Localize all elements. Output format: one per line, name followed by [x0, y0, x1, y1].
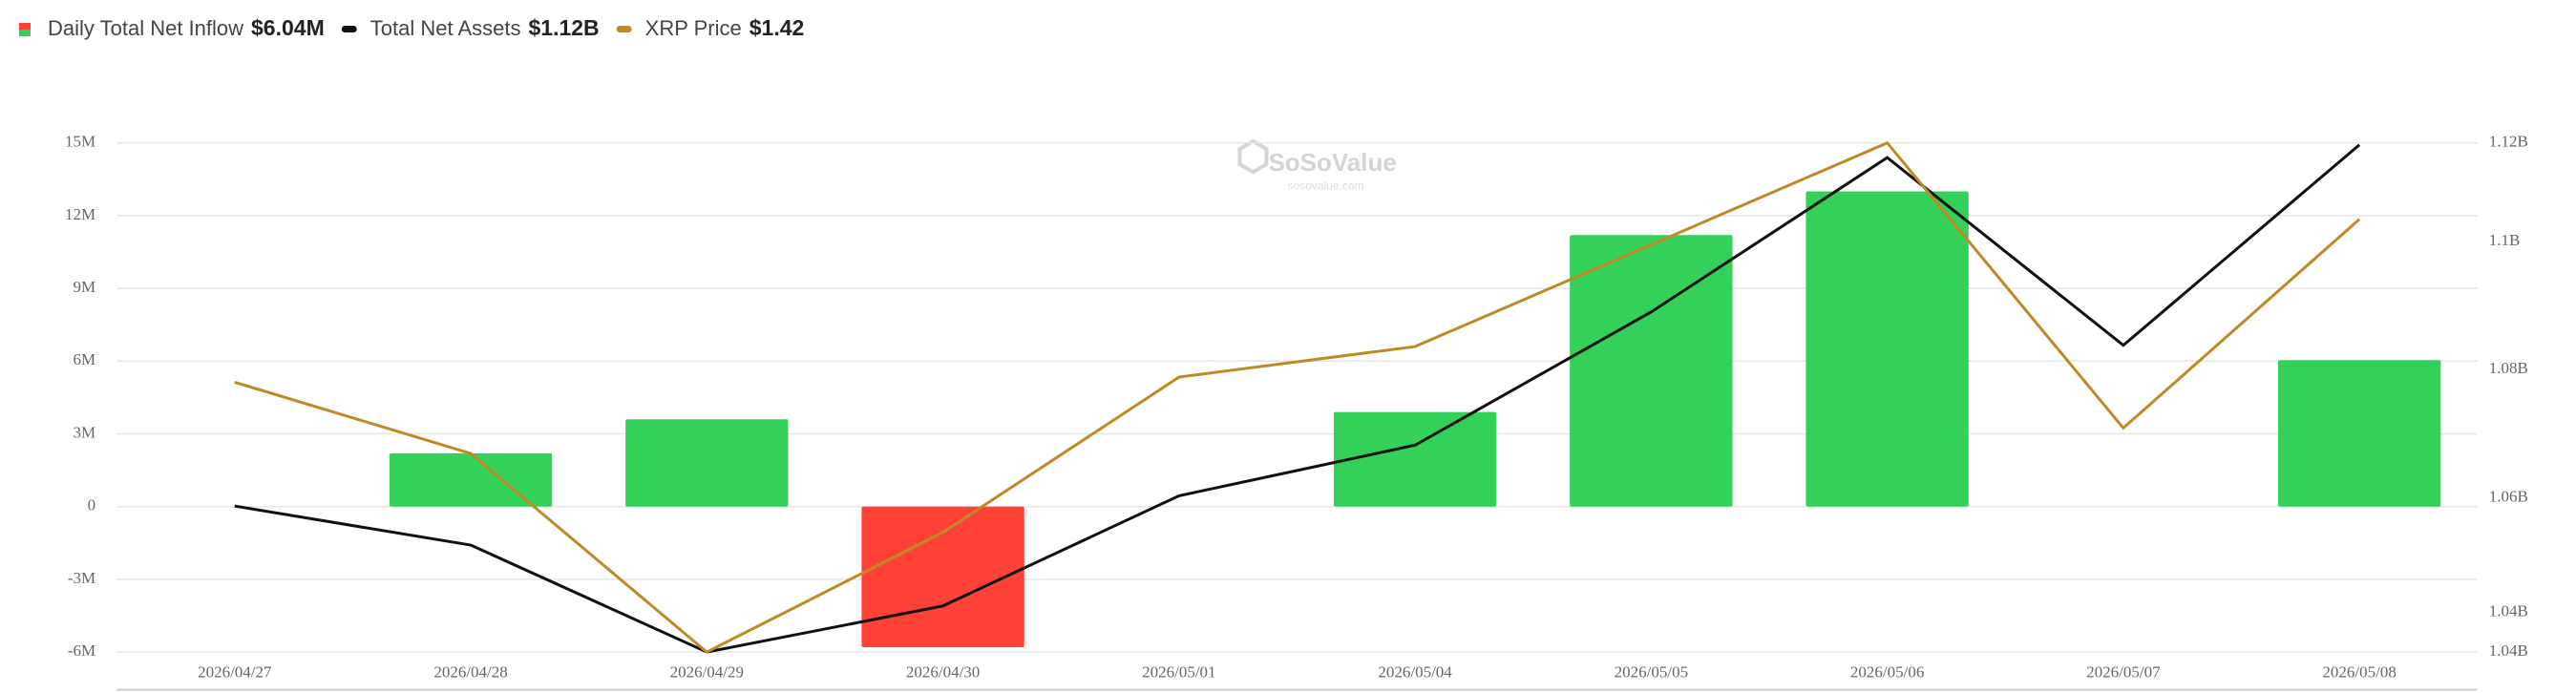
line [234, 140, 2361, 654]
x-tick-label: 2026/04/28 [433, 662, 507, 681]
legend-value: $6.04M [251, 15, 325, 40]
y2-tick-label: 1.12B [2489, 133, 2528, 151]
y-tick-label: 15M [65, 133, 95, 151]
legend-label: Daily Total Net Inflow [48, 16, 243, 40]
bar [1333, 411, 1497, 507]
x-tick-label: 2026/04/27 [198, 662, 272, 681]
bar [389, 452, 553, 507]
x-tick-label: 2026/05/06 [1850, 662, 1924, 681]
legend-swatch [616, 26, 632, 32]
y-tick-label: 12M [65, 205, 95, 223]
y2-tick-label: 1.06B [2489, 487, 2528, 505]
bar [2277, 360, 2441, 507]
bar [625, 419, 789, 507]
y-tick-label: -3M [68, 569, 95, 587]
y-tick-label: -6M [68, 641, 95, 660]
y-tick-label: 9M [74, 278, 96, 296]
bar [861, 506, 1024, 648]
x-tick-label: 2026/05/04 [1378, 662, 1452, 681]
y-tick-label: 3M [74, 423, 96, 441]
legend-label: Total Net Assets [370, 16, 521, 40]
watermark: SoSoValue [1268, 148, 1396, 177]
bar [1570, 235, 1733, 507]
legend-value: $1.12B [528, 15, 599, 40]
x-tick-label: 2026/05/01 [1142, 662, 1215, 681]
legend-value: $1.42 [750, 15, 805, 40]
bar [1805, 191, 1969, 507]
y2-tick-label: 1.04B [2489, 641, 2528, 660]
watermark-sub: sosovalue.com [1287, 178, 1363, 192]
y2-tick-label: 1.1B [2489, 231, 2521, 249]
y-tick-label: 0 [88, 496, 96, 514]
y-tick-label: 6M [74, 350, 96, 368]
x-tick-label: 2026/05/07 [2086, 662, 2161, 681]
x-tick-label: 2026/04/30 [906, 662, 980, 681]
x-tick-label: 2026/05/05 [1615, 662, 1688, 681]
x-tick-label: 2026/05/08 [2322, 662, 2396, 681]
x-tick-label: 2026/04/29 [670, 662, 744, 681]
legend-swatch [19, 30, 31, 36]
watermark-icon [1237, 138, 1269, 175]
y2-tick-label: 1.08B [2489, 359, 2528, 377]
legend-swatch [341, 26, 357, 32]
legend-swatch [19, 23, 31, 30]
legend-label: XRP Price [645, 16, 742, 40]
line [234, 143, 2361, 654]
y2-tick-label: 1.04B [2489, 602, 2528, 620]
